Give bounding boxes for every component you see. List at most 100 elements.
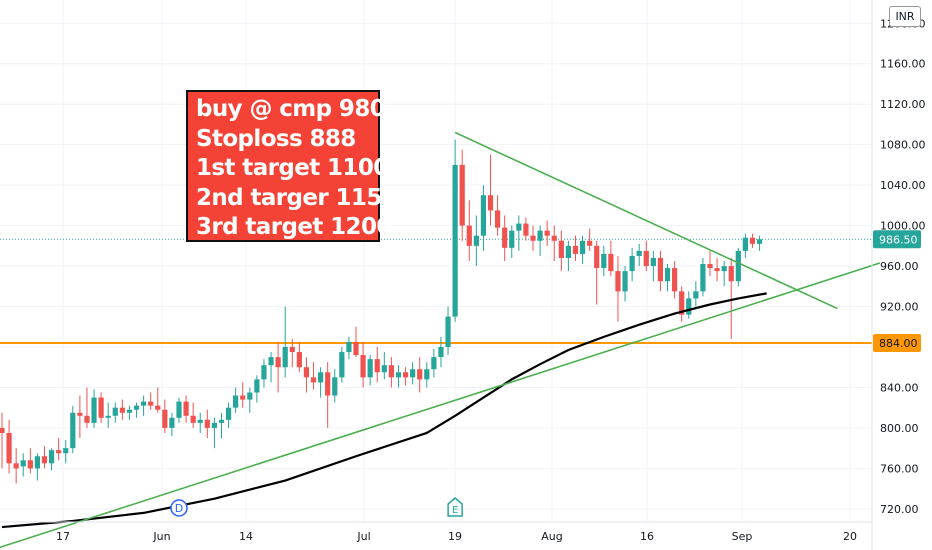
candle-body xyxy=(594,245,600,269)
candle-body xyxy=(509,230,515,248)
candle-body xyxy=(480,195,487,236)
x-tick-label: 16 xyxy=(640,530,654,543)
candle xyxy=(579,235,586,265)
x-tick-label: Aug xyxy=(541,530,562,543)
candle xyxy=(693,281,699,307)
candle xyxy=(615,255,621,322)
candle xyxy=(289,338,295,368)
candle xyxy=(197,412,203,433)
candle-body xyxy=(438,346,444,358)
candle xyxy=(601,245,607,277)
candle-body xyxy=(579,240,586,254)
candle xyxy=(190,402,196,428)
current-price-tag-bg xyxy=(873,230,921,249)
candle-body xyxy=(388,365,394,378)
candle xyxy=(438,336,444,368)
candle-body xyxy=(742,237,748,251)
candle-body xyxy=(381,365,387,373)
candle xyxy=(148,392,154,410)
candle-body xyxy=(197,419,203,423)
candle-body xyxy=(495,210,501,228)
candle-body xyxy=(325,372,331,396)
candle xyxy=(360,341,366,388)
candle xyxy=(487,154,494,226)
candle-body xyxy=(204,419,210,428)
candle-body xyxy=(98,397,104,418)
candle-body xyxy=(289,346,295,353)
candle-body xyxy=(728,266,734,282)
candle xyxy=(303,357,310,393)
candle xyxy=(353,326,359,358)
candle xyxy=(395,365,402,388)
y-tick-label: 960.00 xyxy=(880,260,919,273)
event-marker-e: E xyxy=(447,497,463,517)
candle-body xyxy=(756,239,763,244)
candle xyxy=(70,405,76,454)
candle-body xyxy=(20,460,26,467)
candle-body xyxy=(318,372,324,383)
candle xyxy=(707,250,713,277)
currency-badge[interactable]: INR xyxy=(889,6,921,27)
candle xyxy=(714,257,720,282)
candle-body xyxy=(445,316,451,347)
candle-body xyxy=(367,359,373,378)
candle-body xyxy=(601,253,607,269)
candle xyxy=(56,438,62,461)
trendlines xyxy=(0,131,881,549)
candle-body xyxy=(133,405,140,410)
candle xyxy=(84,387,90,428)
candle xyxy=(133,402,140,418)
candle xyxy=(417,357,423,393)
candle-body xyxy=(112,407,118,416)
candle xyxy=(282,306,288,378)
candle xyxy=(0,412,5,469)
moving-average-line xyxy=(1,292,767,529)
candle xyxy=(516,215,522,251)
candle xyxy=(162,399,168,433)
candle-body xyxy=(48,450,55,464)
candle-body xyxy=(240,395,246,400)
price-tags: 884.00 986.50 xyxy=(873,230,921,352)
level-price-tag-bg xyxy=(873,333,921,352)
candle-body xyxy=(700,264,706,292)
candle-body xyxy=(282,346,288,368)
candle xyxy=(459,149,465,241)
candle-body xyxy=(176,401,182,418)
candle xyxy=(686,291,692,319)
trendline xyxy=(454,131,838,310)
annotation-line-stoploss: Stoploss 888 xyxy=(196,125,356,152)
candle-body xyxy=(332,377,338,396)
y-tick-label: 1000.00 xyxy=(880,220,926,233)
candle xyxy=(233,387,239,413)
candle-body xyxy=(119,407,125,413)
candle xyxy=(742,233,748,258)
candle xyxy=(34,453,40,481)
candle-body xyxy=(41,456,48,464)
x-tick-label: 20 xyxy=(843,530,857,543)
trendline xyxy=(0,262,881,549)
candle-body xyxy=(395,372,402,378)
current-price-tag-text: 986.50 xyxy=(879,233,918,246)
candle-body xyxy=(516,223,522,231)
candle xyxy=(211,417,217,449)
y-tick-label: 1040.00 xyxy=(880,179,926,192)
candle-body xyxy=(77,412,83,416)
earnings-marker-icon xyxy=(447,497,463,517)
candle-body xyxy=(721,266,727,272)
candle-body xyxy=(225,407,232,420)
annotation-line-target-3: 3rd target 1200 xyxy=(196,214,392,240)
candle-body xyxy=(261,365,267,380)
candle xyxy=(27,448,33,474)
candle xyxy=(558,230,564,272)
candle-body xyxy=(664,268,671,282)
candle-body xyxy=(169,417,175,428)
trade-annotation: buy @ cmp 980 Stoploss 888 1st target 11… xyxy=(186,90,398,242)
candle xyxy=(183,395,189,423)
candle-body xyxy=(310,377,317,383)
candle-body xyxy=(275,357,281,368)
candle xyxy=(473,215,479,267)
y-tick-label: 1120.00 xyxy=(880,98,926,111)
candle xyxy=(310,362,317,390)
